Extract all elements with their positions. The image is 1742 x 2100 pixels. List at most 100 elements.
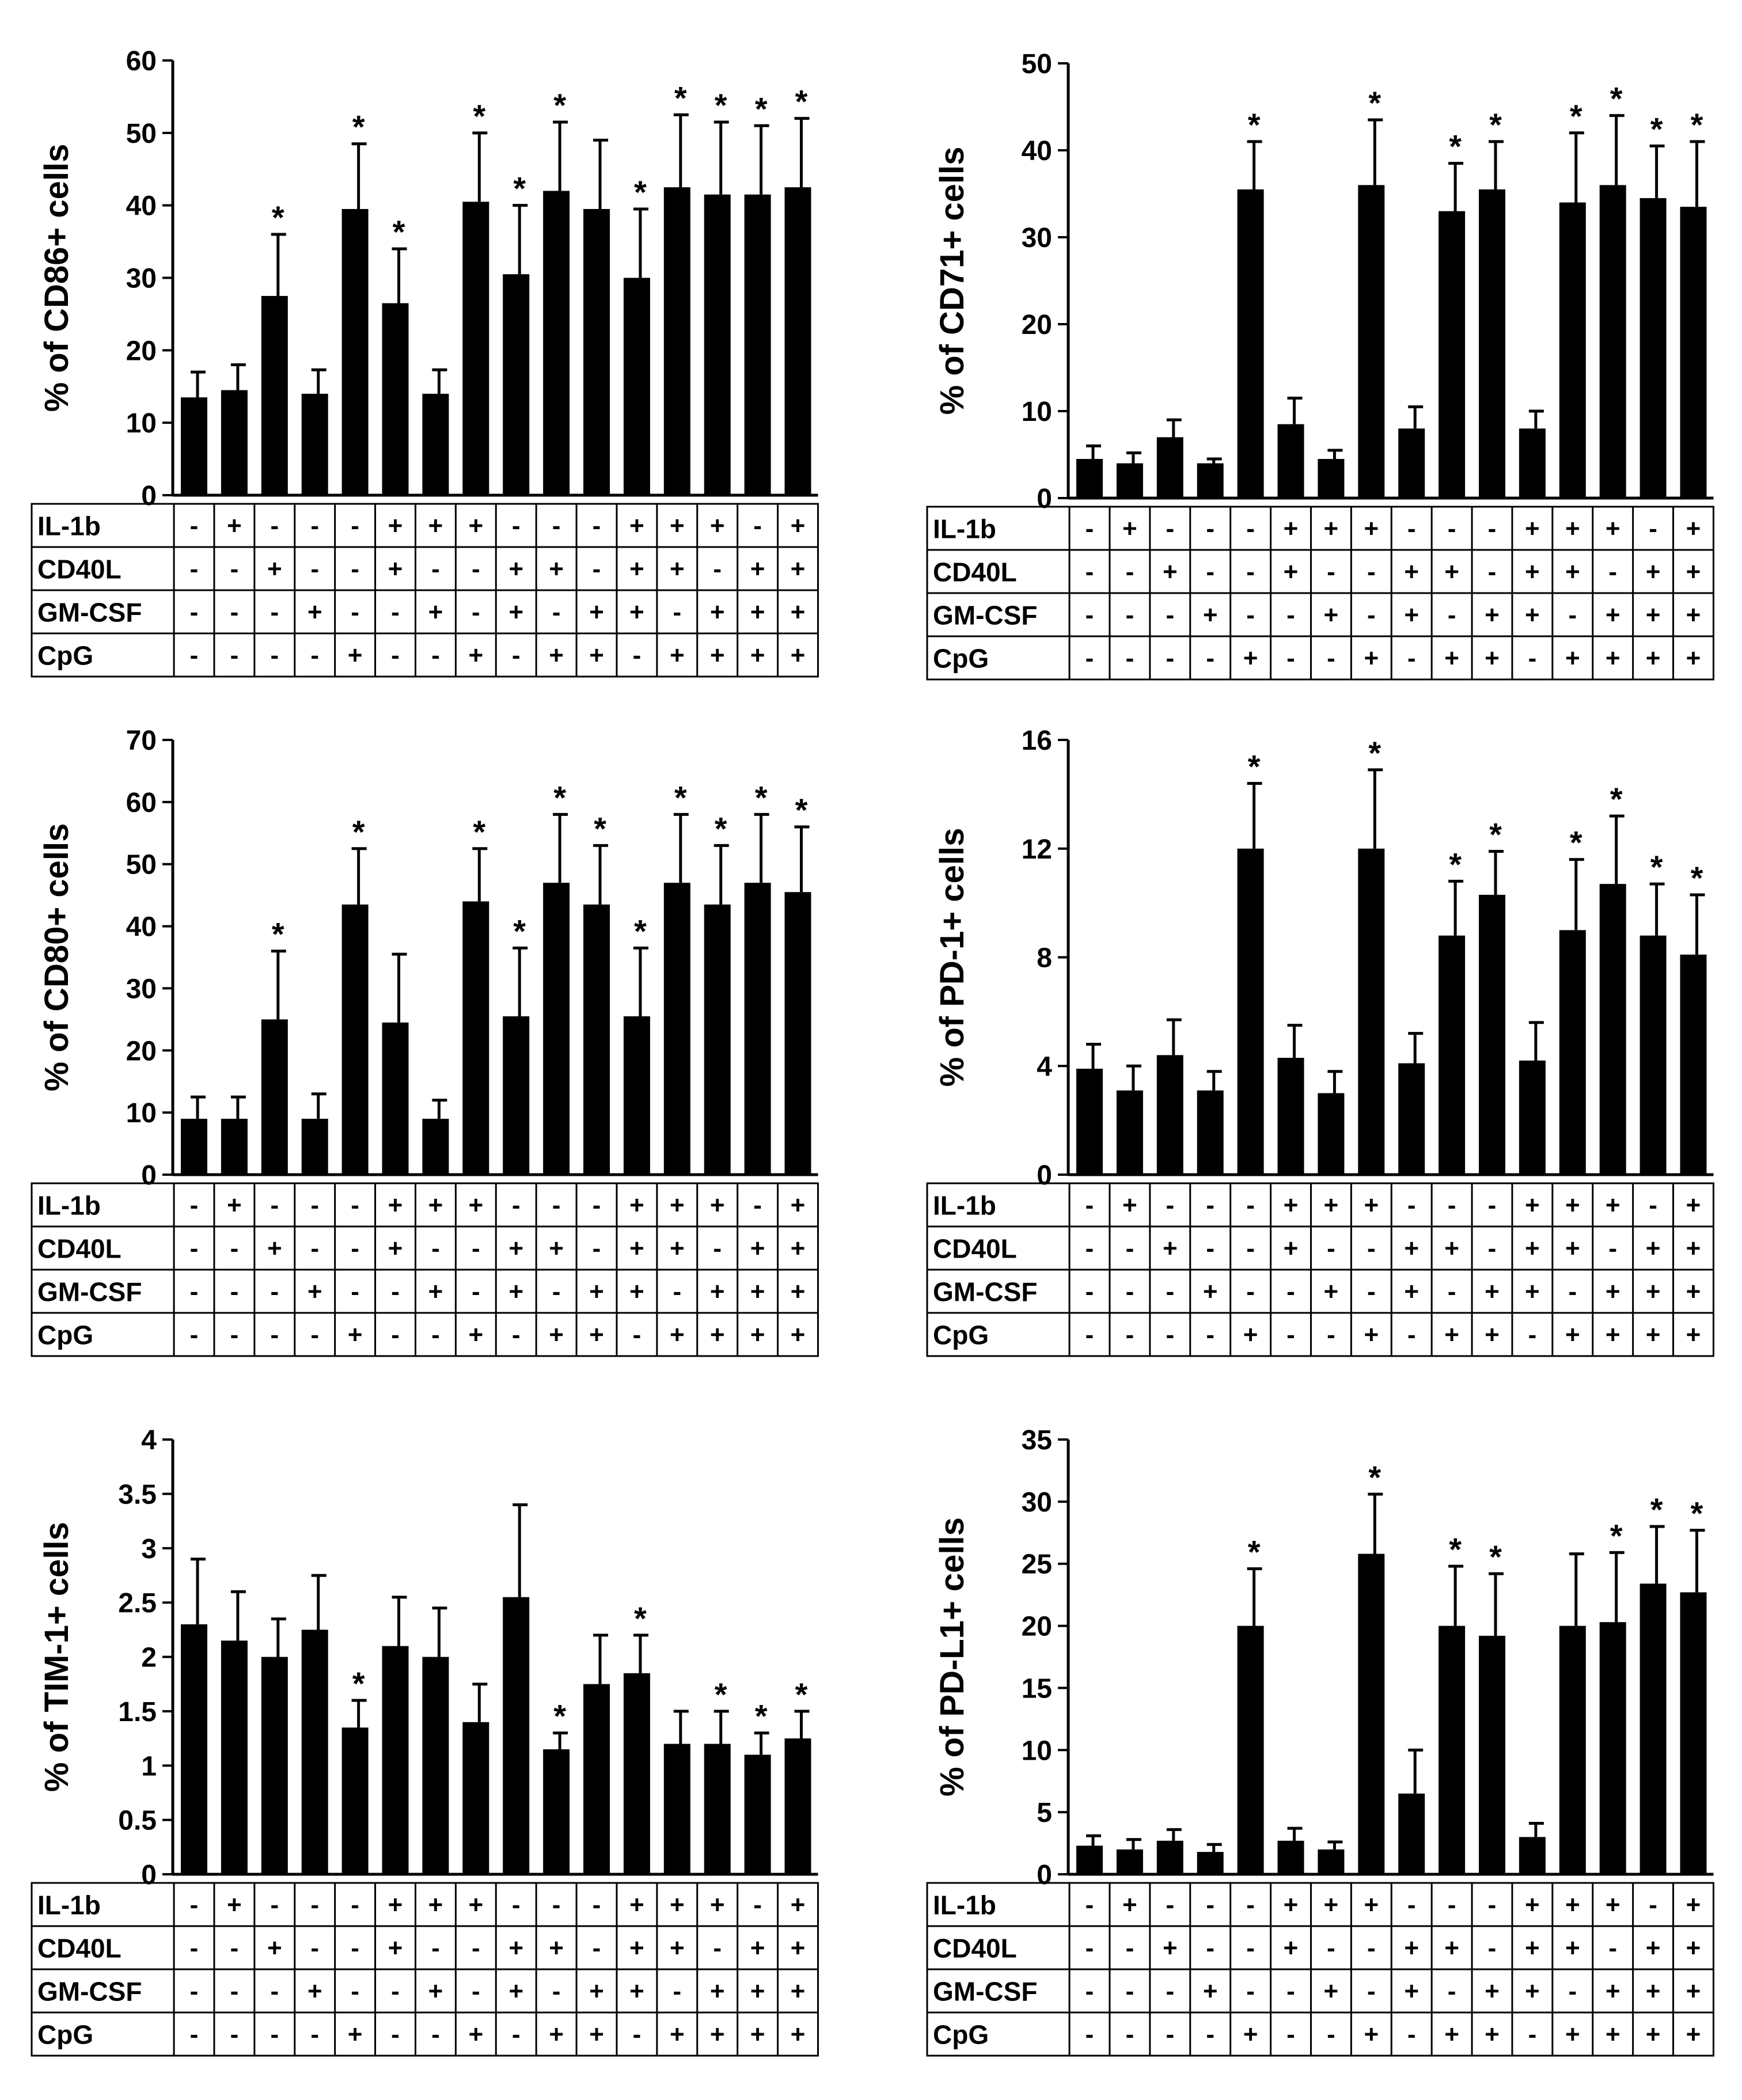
significance-marker: * [634,174,647,210]
table-cell: + [1122,1191,1137,1220]
y-tick-label: 0 [141,1160,157,1191]
table-cell: - [1206,1934,1215,1962]
table-cell: - [552,1191,561,1220]
bar [1559,202,1586,499]
table-cell: + [1243,1321,1258,1349]
table-cell: - [310,2021,319,2049]
y-tick-label: 10 [126,408,157,439]
table-cell: + [267,555,282,583]
table-row-label: CD40L [37,1234,122,1264]
bar [1076,1845,1103,1874]
table-cell: - [1649,1891,1657,1919]
table-cell: - [270,598,279,626]
table-cell: - [431,1321,440,1349]
table-cell: - [1246,558,1255,586]
table-row-label: IL-1b [933,1890,996,1920]
table-row-label: CD40L [933,1934,1017,1964]
table-cell: + [1284,1934,1299,1962]
bar [704,904,731,1175]
significance-marker: * [1610,781,1623,817]
table-cell: - [1488,558,1497,586]
significance-marker: * [1248,107,1261,143]
table-cell: + [1324,1977,1339,2006]
bar [1680,954,1707,1175]
table-cell: - [1086,1191,1094,1220]
table-cell: + [549,2021,564,2049]
table-cell: + [1525,601,1540,629]
table-cell: - [1649,1191,1657,1220]
table-cell: + [1686,601,1701,629]
y-tick-label: 30 [126,974,157,1004]
table-cell: - [552,598,561,626]
significance-marker: * [553,1698,566,1734]
table-row-label: IL-1b [37,1191,101,1221]
bar [1559,1626,1586,1874]
bar [1479,189,1505,498]
table-cell: + [1163,558,1178,586]
table-cell: - [1166,515,1174,543]
table-cell: + [589,2021,604,2049]
bar [1318,1849,1345,1874]
table-cell: + [791,512,806,540]
table-row-label: CpG [37,2020,93,2050]
significance-marker: * [1449,1531,1462,1567]
table-cell: + [710,598,725,626]
table-cell: - [753,1191,762,1220]
table-cell: - [351,1891,359,1919]
significance-marker: * [272,916,284,952]
table-cell: + [1606,1191,1620,1220]
table-cell: - [351,1235,359,1263]
bar [663,1744,690,1874]
table-cell: + [629,555,644,583]
table-cell: + [750,1235,765,1263]
table-cell: - [1488,515,1497,543]
table-cell: + [1606,1891,1620,1919]
panel-cd80: 0 10 20 30 40 50 60 70 % of CD80+ cells * * * * * * * * *… [31,726,819,1357]
y-axis-title: % of CD86+ cells [38,144,75,412]
bar [1358,848,1385,1175]
table-cell: + [388,1191,403,1220]
table-cell: - [1448,1977,1456,2006]
table-cell: - [552,1977,561,2006]
significance-marker: * [272,199,284,236]
y-tick-label: 30 [1022,223,1052,253]
y-tick-label: 10 [1022,1736,1052,1766]
table-cell: + [1525,515,1540,543]
table-cell: - [633,2021,642,2049]
table-cell: - [1246,1977,1255,2006]
table-cell: + [710,1278,725,1306]
table-row-label: CpG [933,1320,989,1350]
table-cell: + [1646,1278,1661,1306]
significance-marker: * [674,79,687,116]
bar [1639,198,1667,498]
table-cell: - [673,1977,681,2006]
table-cell: - [1206,515,1215,543]
table-cell: - [431,1235,440,1263]
y-tick-label: 1.5 [118,1697,157,1727]
table-cell: - [1126,601,1134,629]
table-cell: - [1608,1934,1617,1962]
table-cell: + [1364,644,1379,673]
table-cell: - [753,1891,762,1919]
table-cell: + [1324,1891,1339,1919]
table-cell: - [1327,1235,1335,1263]
condition-table: IL-1b - + - - - + + + - - - + + + - +CD40L - - + - - + - - + + - + + -… [31,503,819,678]
table-cell: - [1367,1278,1376,1306]
table-cell: - [1327,2021,1335,2049]
y-axis-title: % of PD-1+ cells [933,828,971,1087]
table-cell: + [1404,1977,1419,2006]
table-cell: - [1528,2021,1537,2049]
table-cell: + [710,641,725,670]
significance-marker: * [1449,846,1462,882]
table-cell: + [1525,1191,1540,1220]
table-row-label: IL-1b [37,1890,101,1920]
table-cell: - [1166,1977,1174,2006]
bar [744,194,771,496]
table-cell: - [512,1191,521,1220]
table-cell: - [431,555,440,583]
significance-marker: * [1691,1495,1703,1531]
table-cell: + [1485,601,1500,629]
table-cell: - [1608,1235,1617,1263]
significance-marker: * [1691,107,1703,143]
table-cell: - [310,555,319,583]
